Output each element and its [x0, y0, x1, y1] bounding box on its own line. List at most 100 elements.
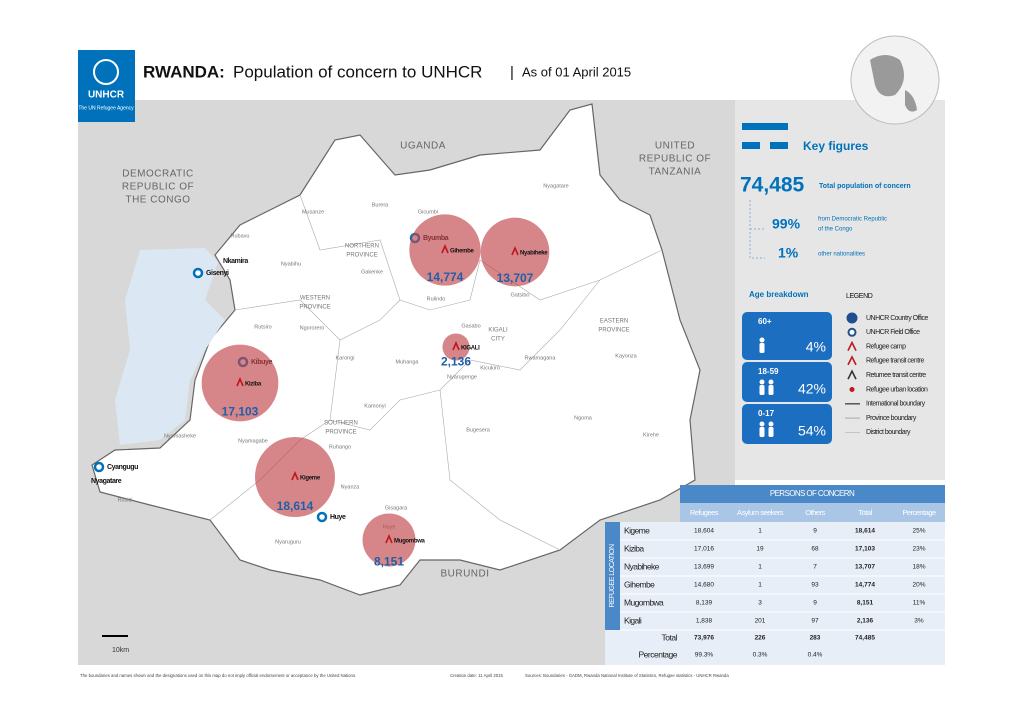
population-label: 2,136: [441, 355, 471, 369]
table-cell: 2,136: [857, 618, 874, 625]
district-label: Nyamagabe: [238, 438, 268, 444]
field-office-icon: [316, 511, 328, 523]
column-header: Percentage: [902, 508, 936, 517]
footer-disclaimer: The boundaries and names shown and the d…: [80, 673, 356, 678]
age-group: 18-59: [758, 367, 779, 376]
bracket: [749, 200, 765, 259]
age-share: 54%: [798, 423, 826, 439]
row-label: Kigeme: [624, 525, 650, 535]
camp-label: Kigeme: [300, 476, 321, 482]
legend-icon: [846, 312, 858, 324]
district-label: Kayonza: [615, 353, 637, 359]
legend-title: LEGEND: [846, 293, 873, 300]
province-label: EASTERN: [600, 319, 628, 325]
province-label: PROVINCE: [299, 305, 330, 311]
district-label: Gatsibo: [511, 292, 530, 298]
table-columns-bg: [680, 503, 945, 522]
title-separator: |: [510, 64, 514, 81]
column-header: Asylum seekers: [737, 508, 784, 517]
total-figure: 74,485: [740, 174, 805, 197]
country-label: UNITED: [655, 141, 695, 152]
total-cell: 226: [755, 635, 766, 642]
person-icon: [759, 421, 765, 427]
table-cell: 1: [758, 564, 762, 571]
table-cell: 13,707: [855, 564, 875, 571]
row-label: Gihembe: [624, 579, 655, 589]
district-label: Nyaruguru: [275, 539, 301, 545]
drc-share: 99%: [772, 216, 801, 232]
district-label: Karongi: [336, 355, 355, 361]
table-cell: 3: [758, 600, 762, 607]
key-title: Key figures: [803, 139, 869, 153]
table-cell: 17,103: [855, 546, 875, 553]
population-bubble: [201, 344, 279, 422]
camp-label: Nyabiheke: [520, 251, 548, 257]
legend-label: District boundary: [866, 429, 911, 436]
district-label: Nyagatare: [543, 183, 568, 189]
population-label: 14,774: [427, 270, 464, 284]
legend-icon: [847, 327, 857, 337]
country-label: TANZANIA: [649, 167, 702, 178]
row-label: Mugombwa: [624, 597, 664, 607]
table-cell: 20%: [912, 582, 925, 589]
location-label: Cyangugu: [107, 464, 138, 471]
country-label: UGANDA: [400, 141, 446, 152]
table-cell: 23%: [912, 546, 925, 553]
age-share: 42%: [798, 381, 826, 397]
district-label: Gisagara: [385, 505, 408, 511]
row-label: Nyabiheke: [624, 561, 660, 571]
legend-label: Refugee transit centre: [866, 358, 924, 365]
population-bubble: [480, 217, 550, 287]
province-label: PROVINCE: [325, 430, 356, 436]
table-cell: 1,838: [696, 618, 713, 625]
person-icon: [759, 337, 765, 343]
district-label: Gicumbi: [418, 209, 438, 215]
person-icon: [759, 379, 765, 385]
district-label: Rubavu: [231, 233, 250, 239]
district-label: Nyabihu: [281, 261, 301, 267]
key-icon: [742, 123, 788, 149]
globe: [850, 35, 940, 125]
population-bubble: [362, 513, 416, 567]
province-boundaries: [209, 194, 663, 551]
age-share: 4%: [806, 339, 826, 355]
country-label: THE CONGO: [125, 195, 190, 206]
table-side-bg: [605, 522, 620, 630]
table-cell: 25%: [912, 528, 925, 535]
table-cell: 201: [755, 618, 766, 625]
legend-label: UNHCR Country Office: [866, 315, 928, 322]
column-header: Others: [805, 508, 825, 517]
district-label: Rwamagana: [525, 355, 557, 361]
table-cell: 18%: [912, 564, 925, 571]
location-label: Gisenyi: [206, 270, 229, 277]
title: Population of concern to UNHCR: [233, 62, 482, 81]
table-cell: 11%: [913, 600, 926, 607]
population-bubble: [442, 333, 470, 361]
camp-label: Mugombwa: [394, 539, 426, 545]
district-label: Gasabo: [461, 323, 480, 329]
camp-icon: [452, 340, 460, 351]
table-header-bg: [680, 485, 945, 503]
legend-label: Refugee camp: [866, 343, 906, 350]
field-office-icon: [192, 267, 204, 279]
footer-sources: Sources: Boundaries - GADM, Rwanda Natio…: [525, 673, 729, 678]
table-cell: 68: [811, 546, 819, 553]
district-label: Bugesera: [466, 427, 490, 433]
percentage-cell: 0.4%: [808, 652, 823, 659]
camp-icon: [441, 243, 449, 254]
column-header: Refugees: [690, 508, 719, 517]
legend-icon: [849, 387, 855, 392]
title-date: As of 01 April 2015: [522, 64, 631, 79]
lake-kivu: [115, 248, 225, 445]
drc-label: of the Congo: [818, 227, 853, 233]
legend-icon: [847, 369, 857, 380]
table-cell: 14,680: [694, 582, 714, 589]
location-label: Nkamira: [223, 258, 248, 265]
province-label: CITY: [491, 337, 505, 343]
district-label: Ngoma: [574, 415, 593, 421]
camp-label: KIGALI: [461, 346, 480, 352]
location-label: Nyagatare: [91, 478, 122, 485]
camp-icon: [385, 533, 393, 544]
camp-icon: [291, 470, 299, 481]
